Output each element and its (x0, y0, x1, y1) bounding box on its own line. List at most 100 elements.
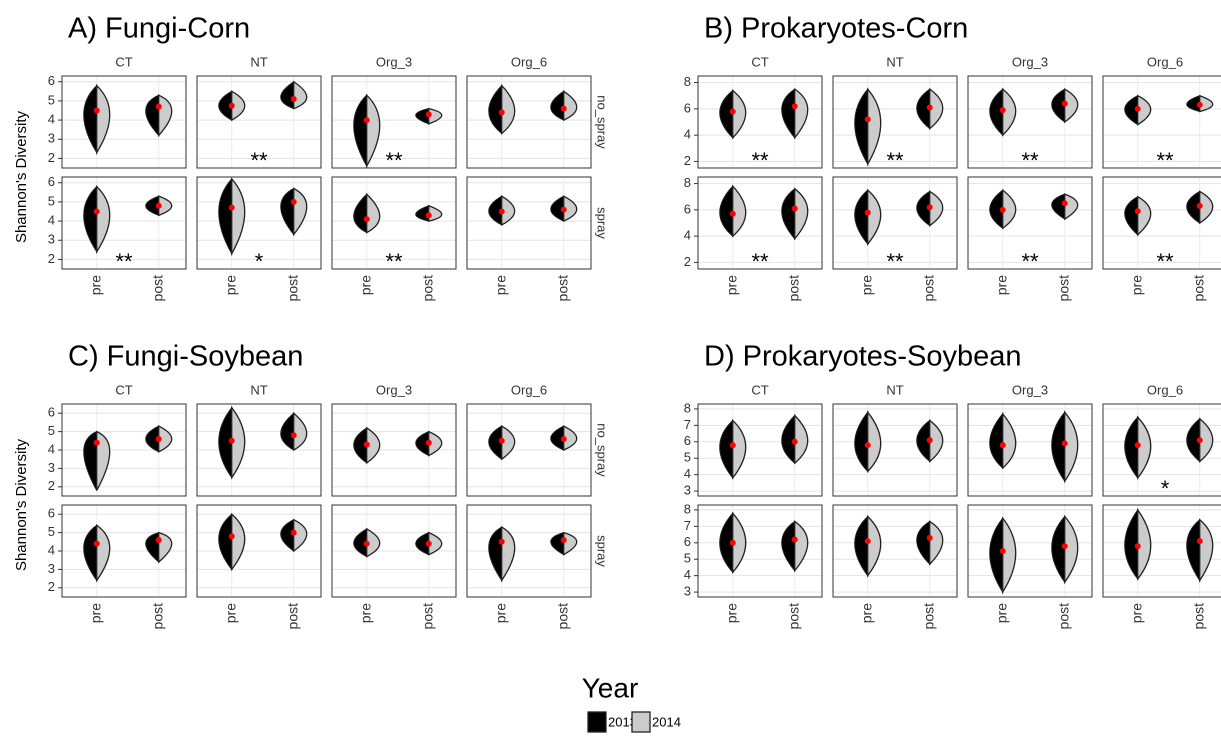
violin-half-2014 (501, 83, 516, 135)
panel-title: D) Prokaryotes-Soybean (704, 341, 1022, 373)
violin-half-2014 (794, 413, 809, 465)
facet-border (967, 504, 1093, 598)
violin-half-2014 (732, 89, 747, 140)
violin-half-2014 (428, 430, 443, 457)
mean-point (560, 435, 567, 442)
violin-half-2014 (293, 187, 308, 237)
facet-panel (833, 177, 957, 269)
violin-half-2014 (158, 195, 173, 217)
mean-point (791, 205, 798, 212)
mean-point (1196, 437, 1203, 444)
facet-border (697, 176, 823, 270)
y-tick-label: 6 (684, 100, 691, 115)
mean-point (425, 439, 432, 446)
violin-half-2014 (1199, 94, 1214, 113)
x-tick-label: pre (222, 603, 238, 623)
x-tick-label: post (284, 603, 300, 630)
mean-point (363, 117, 370, 124)
y-tick-label: 3 (48, 232, 55, 247)
facet-border (1102, 504, 1221, 598)
mean-point (498, 109, 505, 116)
strip-label: NT (886, 54, 903, 69)
y-tick-label: 5 (48, 524, 55, 539)
significance: ** (751, 249, 769, 274)
mean-point (1134, 105, 1141, 112)
strip-label: NT (886, 382, 903, 397)
x-tick-label: post (920, 603, 936, 630)
mean-point (1196, 202, 1203, 209)
mean-point (999, 206, 1006, 213)
mean-point (1134, 208, 1141, 215)
y-tick-label: 4 (684, 466, 691, 481)
mean-point (155, 103, 162, 110)
facet-border (967, 75, 1093, 169)
violin-half-2014 (158, 425, 173, 453)
violin-half-2013 (854, 87, 869, 166)
facet-panel (332, 76, 456, 168)
mean-point (228, 533, 235, 540)
mean-point (425, 111, 432, 118)
x-tick-label: post (1190, 603, 1206, 630)
x-tick-label: pre (993, 275, 1009, 295)
panel-title: C) Fungi-Soybean (68, 341, 303, 373)
strip-label: Org_3 (376, 54, 412, 69)
mean-point (228, 102, 235, 109)
violin-half-2014 (1064, 514, 1079, 585)
violin-half-2014 (428, 531, 443, 556)
violin-half-2014 (1002, 516, 1017, 595)
facet-border (697, 75, 823, 169)
strip-label: CT (751, 54, 768, 69)
significance: ** (886, 249, 904, 274)
x-tick-label: pre (357, 275, 373, 295)
y-tick-label: 8 (684, 400, 691, 415)
mean-point (290, 432, 297, 439)
violin-half-2014 (1064, 193, 1079, 221)
mean-point (228, 204, 235, 211)
violin-half-2014 (231, 177, 246, 257)
violin-half-2014 (366, 93, 381, 169)
significance: ** (1021, 249, 1039, 274)
violin-half-2014 (563, 425, 578, 451)
mean-point (155, 435, 162, 442)
violin-half-2014 (929, 190, 944, 227)
mean-point (1061, 200, 1068, 207)
x-tick-label: pre (1128, 603, 1144, 623)
facet-border (61, 75, 187, 169)
facet-border (466, 75, 592, 169)
y-tick-label: 4 (684, 127, 691, 142)
mean-point (864, 116, 871, 123)
panel-title: A) Fungi-Corn (68, 13, 250, 45)
y-tick-label: 7 (684, 417, 691, 432)
mean-point (999, 548, 1006, 554)
x-tick-label: pre (87, 275, 103, 295)
mean-point (155, 536, 162, 543)
strip-label: Org_6 (511, 54, 547, 69)
y-tick-label: 2 (48, 579, 55, 594)
violin-half-2014 (158, 531, 173, 564)
violin-half-2014 (1199, 518, 1214, 583)
facet-panel (968, 177, 1092, 269)
y-tick-label: 5 (684, 551, 691, 566)
y-axis-label: Shannon's Diversity (13, 438, 30, 571)
violin-half-2014 (732, 511, 747, 575)
mean-point (864, 538, 871, 545)
legend-title: Year (582, 672, 639, 703)
violin-half-2014 (1137, 195, 1152, 237)
strip-label: CT (115, 382, 132, 397)
significance: ** (886, 148, 904, 173)
violin-half-2013 (353, 93, 368, 168)
mean-point (926, 437, 933, 444)
facet-border (466, 403, 592, 497)
facet-border (832, 504, 958, 598)
x-tick-label: post (149, 603, 165, 630)
violin-half-2014 (366, 527, 381, 558)
y-tick-label: 5 (48, 423, 55, 438)
significance: ** (1156, 148, 1174, 173)
violin-half-2014 (293, 518, 308, 553)
mean-point (93, 107, 100, 114)
strip-label: Org_6 (511, 382, 547, 397)
significance: ** (385, 148, 403, 173)
violin-half-2014 (929, 419, 944, 463)
violin-half-2014 (96, 430, 111, 491)
mean-point (791, 438, 798, 445)
